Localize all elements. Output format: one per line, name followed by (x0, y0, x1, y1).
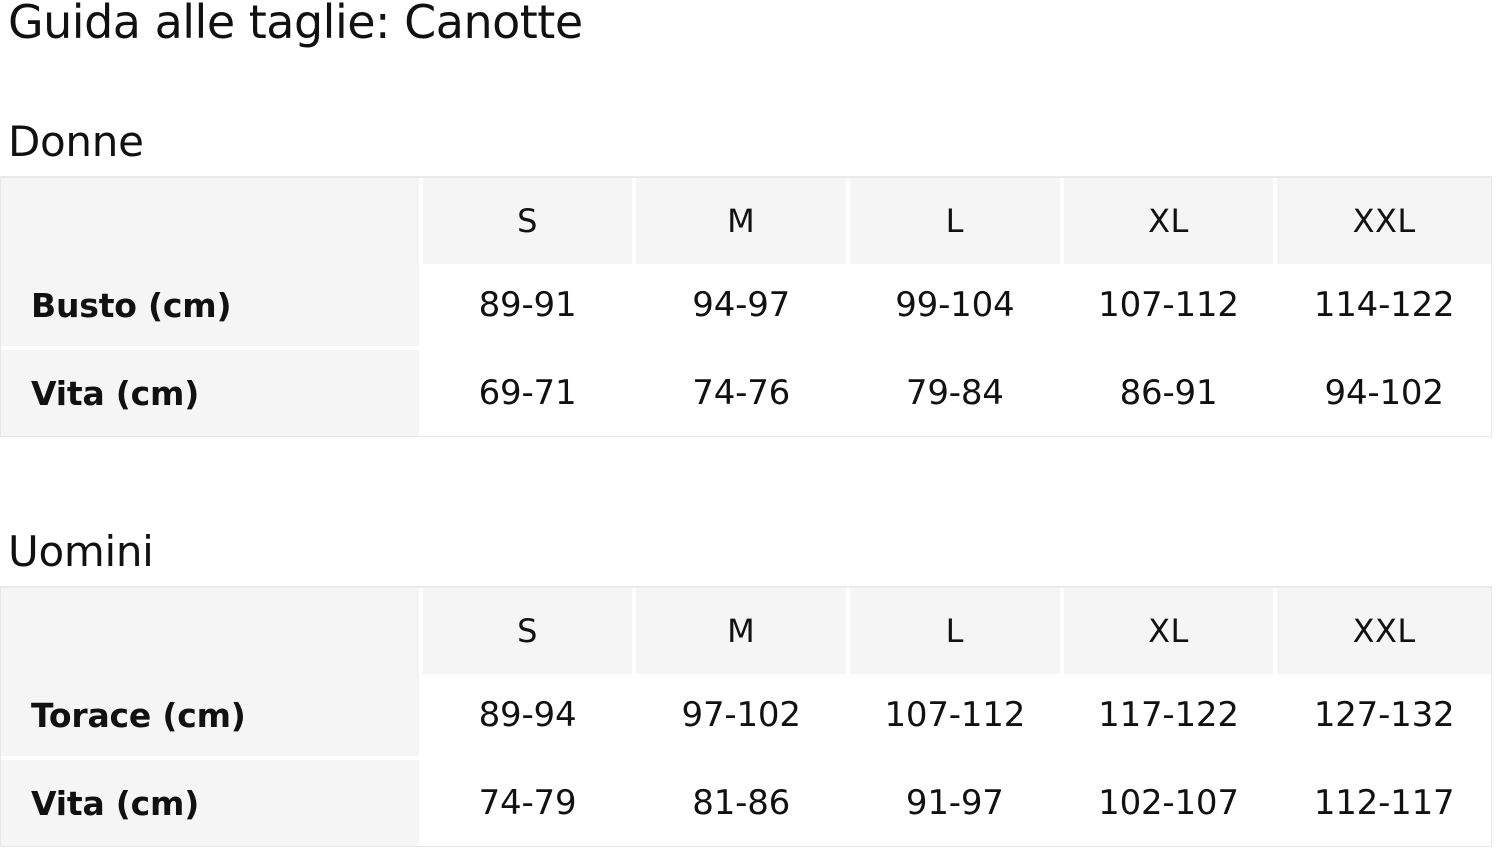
section-men: Uomini S M L XL XXL (0, 528, 1500, 847)
page-title: Guida alle taglie: Canotte (8, 0, 583, 49)
cell-busto-m: 94-97 (636, 264, 850, 350)
cell-busto-xl: 107-112 (1063, 264, 1278, 350)
cell-busto-s: 89-91 (422, 264, 637, 350)
table-row: Vita (cm) 69-71 74-76 79-84 86-91 94-102 (1, 350, 1491, 436)
cell-torace-xxl: 127-132 (1277, 674, 1491, 760)
cell-vita-uomini-l: 91-97 (850, 760, 1064, 846)
cell-vita-donne-xl: 86-91 (1063, 350, 1278, 436)
size-table-men: S M L XL XXL Torace (cm) 89-94 97-102 10… (1, 588, 1491, 846)
cell-vita-uomini-s: 74-79 (422, 760, 637, 846)
column-header-xxl: XXL (1277, 178, 1491, 264)
cell-torace-m: 97-102 (636, 674, 850, 760)
cell-vita-donne-m: 74-76 (636, 350, 850, 436)
column-header-l: L (850, 178, 1064, 264)
row-label-busto: Busto (cm) (1, 264, 423, 350)
cell-torace-s: 89-94 (422, 674, 637, 760)
row-label-vita-donne: Vita (cm) (1, 350, 423, 436)
table-header-row: S M L XL XXL (1, 588, 1491, 674)
cell-vita-uomini-m: 81-86 (636, 760, 850, 846)
row-label-vita-uomini: Vita (cm) (1, 760, 423, 846)
size-table-women-wrapper: S M L XL XXL Busto (cm) 89-91 94-97 99-1… (0, 176, 1492, 437)
cell-torace-l: 107-112 (850, 674, 1064, 760)
cell-busto-l: 99-104 (850, 264, 1064, 350)
size-table-men-wrapper: S M L XL XXL Torace (cm) 89-94 97-102 10… (0, 586, 1492, 847)
column-header-s: S (422, 178, 637, 264)
column-header-l: L (850, 588, 1064, 674)
table-row: Vita (cm) 74-79 81-86 91-97 102-107 112-… (1, 760, 1491, 846)
column-header-xxl: XXL (1277, 588, 1491, 674)
table-header-row: S M L XL XXL (1, 178, 1491, 264)
cell-vita-donne-l: 79-84 (850, 350, 1064, 436)
cell-busto-xxl: 114-122 (1277, 264, 1491, 350)
column-header-s: S (422, 588, 637, 674)
cell-torace-xl: 117-122 (1063, 674, 1278, 760)
cell-vita-donne-xxl: 94-102 (1277, 350, 1491, 436)
section-title-men: Uomini (8, 527, 154, 576)
cell-vita-uomini-xxl: 112-117 (1277, 760, 1491, 846)
section-title-women: Donne (8, 117, 144, 166)
column-header-xl: XL (1063, 588, 1278, 674)
column-header-xl: XL (1063, 178, 1278, 264)
cell-vita-donne-s: 69-71 (422, 350, 637, 436)
size-table-women: S M L XL XXL Busto (cm) 89-91 94-97 99-1… (1, 178, 1491, 436)
table-row: Busto (cm) 89-91 94-97 99-104 107-112 11… (1, 264, 1491, 350)
table-row: Torace (cm) 89-94 97-102 107-112 117-122… (1, 674, 1491, 760)
section-women: Donne S M L XL XXL (0, 118, 1500, 437)
header-corner-cell (1, 178, 423, 264)
column-header-m: M (636, 588, 850, 674)
cell-vita-uomini-xl: 102-107 (1063, 760, 1278, 846)
column-header-m: M (636, 178, 850, 264)
header-corner-cell (1, 588, 423, 674)
row-label-torace: Torace (cm) (1, 674, 423, 760)
